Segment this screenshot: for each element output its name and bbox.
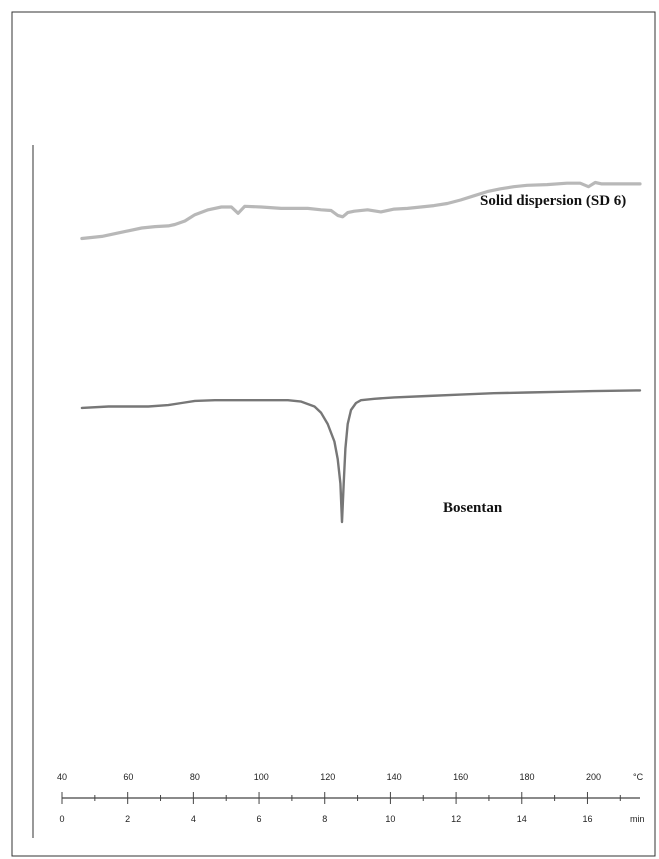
time-tick-label: 16 <box>582 814 592 824</box>
time-unit-label: min <box>630 814 645 824</box>
figure-border <box>11 11 656 857</box>
time-tick-label: 0 <box>59 814 64 824</box>
temperature-unit-label: °C <box>633 772 644 782</box>
temperature-tick-label: 120 <box>320 772 335 782</box>
temperature-tick-label: 140 <box>387 772 402 782</box>
time-tick-labels: 0 2 4 6 8 10 12 14 16 <box>59 814 592 824</box>
time-tick-label: 6 <box>257 814 262 824</box>
series-label-bosentan: Bosentan <box>443 500 503 516</box>
time-tick-label: 10 <box>385 814 395 824</box>
time-tick-label: 2 <box>125 814 130 824</box>
temperature-tick-label: 180 <box>520 772 535 782</box>
series-line-solid-dispersion <box>80 180 642 241</box>
temperature-tick-label: 100 <box>254 772 269 782</box>
temperature-tick-label: 160 <box>453 772 468 782</box>
temperature-tick-label: 80 <box>190 772 200 782</box>
temperature-tick-label: 40 <box>57 772 67 782</box>
time-tick-label: 14 <box>517 814 527 824</box>
temperature-tick-labels: 40 60 80 100 120 140 160 180 200 <box>57 772 601 782</box>
time-tick-label: 4 <box>191 814 196 824</box>
series-label-solid-dispersion: Solid dispersion (SD 6) <box>480 193 626 209</box>
time-tick-label: 8 <box>322 814 327 824</box>
axis-tick-marks <box>61 792 621 804</box>
temperature-tick-label: 60 <box>123 772 133 782</box>
series-line-bosentan <box>80 389 642 524</box>
temperature-tick-label: 200 <box>586 772 601 782</box>
time-tick-label: 12 <box>451 814 461 824</box>
